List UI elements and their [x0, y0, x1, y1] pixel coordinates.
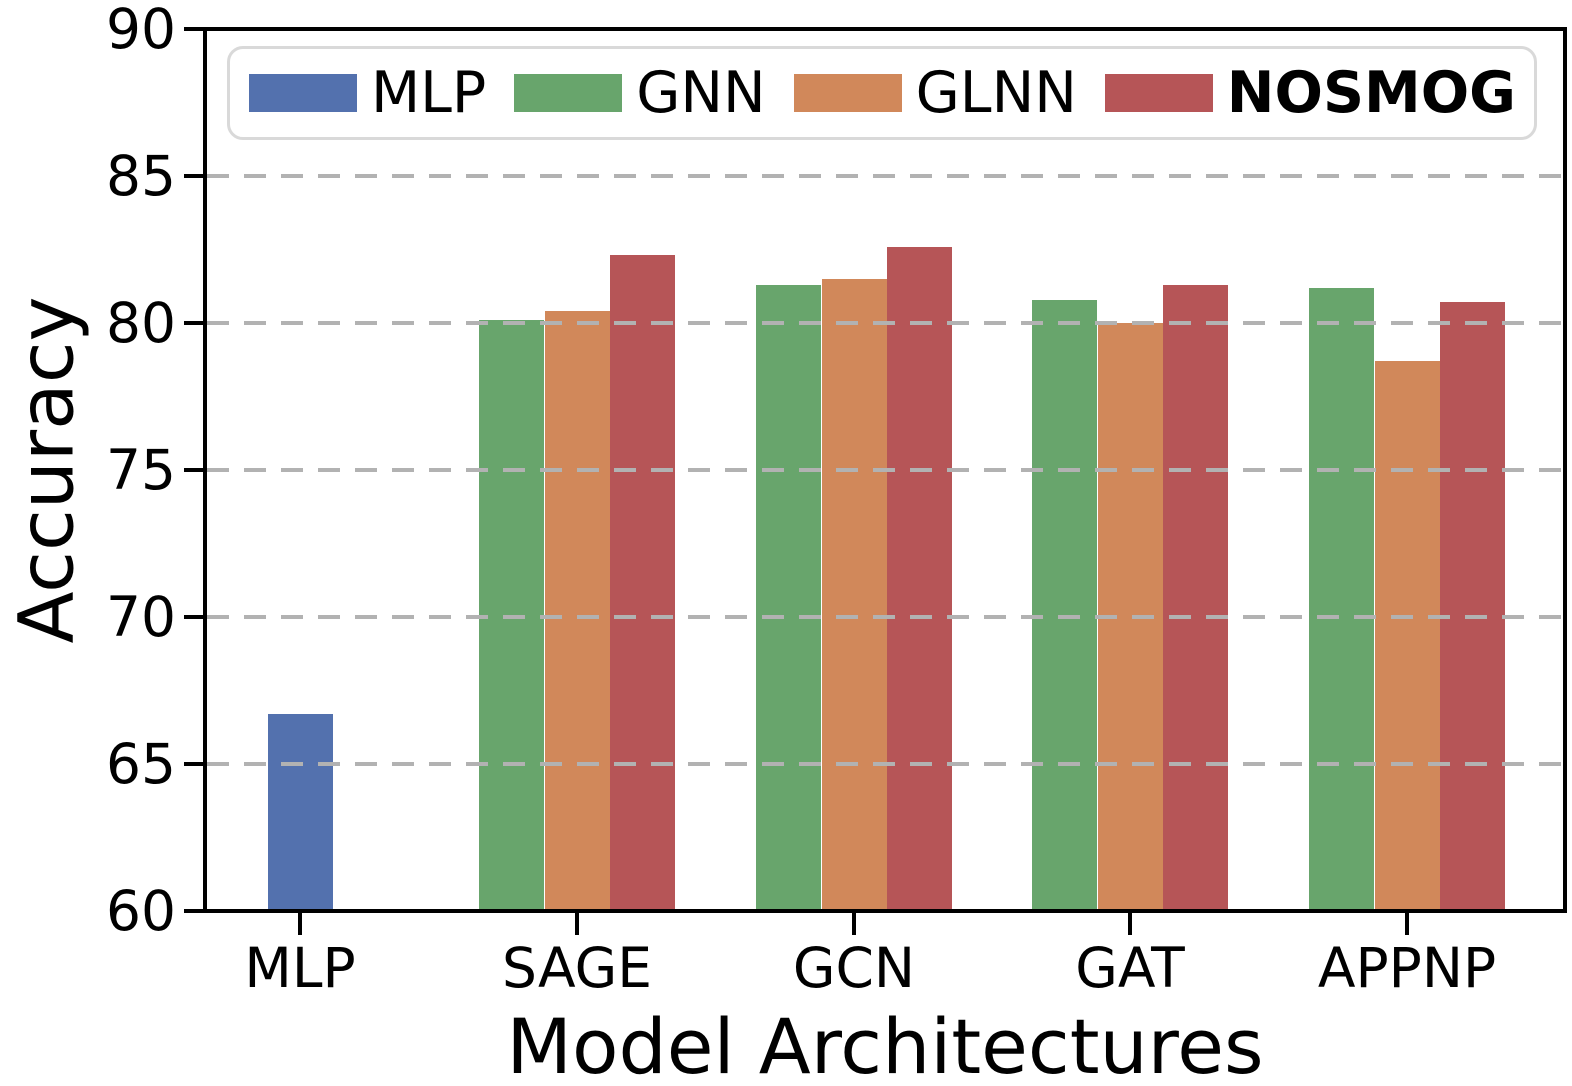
- x-tick-mlp: [298, 913, 302, 935]
- legend-label-nosmog: NOSMOG: [1226, 60, 1516, 126]
- x-tick-label-gcn: GCN: [792, 936, 916, 1000]
- bar-gnn-gcn: [755, 284, 821, 911]
- bar-nosmog-sage: [610, 255, 676, 911]
- bar-nosmog-gcn: [887, 246, 953, 911]
- y-tick-label-85: 85: [106, 144, 176, 208]
- gridline-80: [207, 321, 1563, 325]
- x-tick-appnp: [1405, 913, 1409, 935]
- spine-left: [203, 27, 207, 913]
- y-tick-label-60: 60: [106, 879, 176, 943]
- legend-item-glnn: GLNN: [793, 60, 1077, 126]
- bar-gnn-gat: [1031, 299, 1097, 911]
- legend-swatch-gnn: [514, 74, 623, 112]
- y-tick-65: [184, 762, 203, 766]
- y-tick-70: [184, 615, 203, 619]
- y-tick-label-90: 90: [106, 0, 176, 61]
- bar-glnn-sage: [544, 311, 610, 911]
- bar-nosmog-gat: [1163, 284, 1229, 911]
- spine-right: [1563, 27, 1567, 913]
- legend-swatch-nosmog: [1104, 74, 1213, 112]
- x-tick-label-gat: GAT: [1075, 936, 1185, 1000]
- gridline-85: [207, 174, 1563, 178]
- y-tick-label-80: 80: [106, 291, 176, 355]
- y-tick-label-70: 70: [106, 585, 176, 649]
- x-tick-label-mlp: MLP: [244, 936, 356, 1000]
- legend: MLP GNN GLNN NOSMOG: [227, 46, 1537, 140]
- legend-label-gnn: GNN: [636, 60, 766, 126]
- bar-mlp-mlp: [267, 714, 333, 911]
- bar-nosmog-appnp: [1440, 302, 1506, 911]
- gridline-65: [207, 762, 1563, 766]
- x-tick-gat: [1128, 913, 1132, 935]
- spine-top: [203, 27, 1567, 31]
- spine-bottom: [203, 909, 1567, 913]
- legend-swatch-mlp: [249, 74, 357, 112]
- y-tick-80: [184, 321, 203, 325]
- legend-item-gnn: GNN: [514, 60, 766, 126]
- y-tick-label-75: 75: [106, 438, 176, 502]
- x-tick-gcn: [852, 913, 856, 935]
- y-tick-90: [184, 27, 203, 31]
- bar-gnn-appnp: [1308, 287, 1374, 911]
- bar-glnn-gcn: [821, 278, 887, 911]
- x-tick-label-sage: SAGE: [502, 936, 652, 1000]
- legend-label-glnn: GLNN: [915, 60, 1077, 126]
- legend-item-nosmog: NOSMOG: [1104, 60, 1516, 126]
- gridline-70: [207, 615, 1563, 619]
- x-tick-sage: [575, 913, 579, 935]
- y-tick-label-65: 65: [106, 732, 176, 796]
- gridline-75: [207, 468, 1563, 472]
- x-tick-label-appnp: APPNP: [1317, 936, 1497, 1000]
- legend-label-mlp: MLP: [371, 60, 487, 126]
- y-tick-60: [184, 909, 203, 913]
- y-tick-75: [184, 468, 203, 472]
- legend-swatch-glnn: [793, 74, 902, 112]
- x-axis-title: Model Architectures: [506, 1002, 1264, 1086]
- legend-item-mlp: MLP: [249, 63, 486, 123]
- y-tick-85: [184, 174, 203, 178]
- bar-glnn-appnp: [1374, 361, 1440, 911]
